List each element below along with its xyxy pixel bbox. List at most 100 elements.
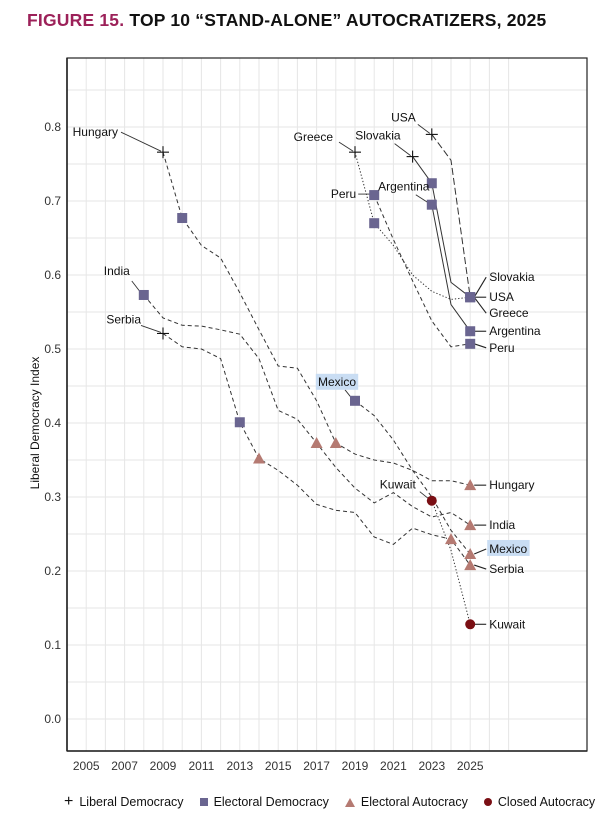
cross-marker-icon: +: [64, 793, 74, 810]
series-labels: Hungary Hungary India India Serbia Serbia Mexi…: [73, 110, 541, 631]
marker-india-square: [138, 289, 149, 300]
legend-label: Liberal Democracy: [79, 795, 184, 809]
leader-end-mexico: [473, 548, 487, 555]
x-tick-label: 2017: [303, 759, 330, 773]
marker-india-triangle: [310, 436, 323, 448]
square-marker-icon: [199, 798, 208, 806]
line-usa: [431, 134, 471, 298]
marker-serbia-triangle: [253, 452, 265, 464]
x-tick-label: 2025: [457, 759, 484, 773]
marker-hungary-cross: [157, 146, 169, 159]
series-start-label-argentina: Argentina: [378, 180, 430, 194]
y-tick-label: 0.6: [44, 268, 61, 282]
y-tick-label: 0.0: [44, 712, 61, 726]
series-start-label-slovakia: Slovakia: [355, 129, 401, 143]
legend: + Liberal Democracy Electoral Democracy …: [64, 793, 596, 810]
marker-mexico-triangle: [464, 547, 477, 559]
marker-kuwait-circle: [465, 619, 476, 630]
circle-marker-icon: [483, 798, 492, 806]
marker-serbia-triangle: [464, 559, 477, 571]
series-start-label-peru: Peru: [331, 187, 356, 201]
legend-item-electoral-autocracy: Electoral Autocracy: [344, 795, 468, 809]
marker-peru-square: [369, 190, 380, 201]
y-tick-label: 0.4: [44, 416, 61, 430]
leader-end-peru: [474, 343, 487, 349]
leader-start-hungary: [120, 131, 162, 152]
marker-greece-square: [369, 218, 380, 229]
marker-mexico-square: [350, 395, 360, 406]
series-end-label-peru: Peru: [489, 341, 514, 355]
axes: 0.0 0.1 0.2 0.3 0.4 0.5 0.6 0.7 0.8 2005 2007 2009 2…: [44, 57, 588, 773]
leader-end-greece: [473, 296, 487, 314]
x-tick-label: 2007: [111, 759, 138, 773]
marker-kuwait-circle: [426, 495, 437, 506]
marker-slovakia-square: [426, 178, 437, 189]
series-start-label-india: India: [104, 264, 130, 278]
series-start-label-mexico: Mexico: [318, 375, 356, 389]
x-tick-label: 2011: [188, 759, 214, 773]
series-start-label-usa: USA: [391, 110, 416, 124]
line-serbia: [162, 333, 471, 566]
y-tick-label: 0.7: [44, 194, 61, 208]
line-mexico: [354, 400, 471, 555]
x-tick-label: 2005: [73, 759, 100, 773]
series-end-label-usa: USA: [489, 290, 514, 304]
label-highlight-mexico: [315, 373, 359, 390]
series-end-label-serbia: Serbia: [489, 562, 524, 576]
marker-serbia-square: [234, 417, 245, 428]
marker-hungary-square: [177, 213, 188, 224]
leader-start-greece: [338, 141, 354, 152]
marker-hungary-triangle: [464, 479, 477, 491]
series-end-label-slovakia: Slovakia: [489, 270, 535, 284]
line-india: [143, 294, 471, 526]
y-axis-label: Liberal Democracy Index: [28, 357, 42, 490]
marker-serbia-triangle: [445, 533, 457, 545]
series-end-label-argentina: Argentina: [489, 324, 541, 338]
series-end-label-kuwait: Kuwait: [489, 617, 526, 631]
y-tick-label: 0.1: [44, 638, 61, 652]
x-tick-label: 2023: [418, 759, 445, 773]
legend-label: Electoral Autocracy: [360, 795, 468, 809]
legend-item-liberal-democracy: + Liberal Democracy: [64, 793, 184, 810]
line-argentina: [431, 204, 471, 332]
marker-serbia-cross: [157, 327, 169, 340]
leader-end-slovakia: [473, 276, 487, 298]
legend-label: Electoral Democracy: [213, 795, 329, 809]
y-tick-label: 0.8: [44, 120, 61, 134]
marker-usa-square: [465, 292, 476, 303]
leader-end-serbia: [474, 564, 487, 570]
x-tick-label: 2015: [265, 759, 292, 773]
marker-argentina-square: [426, 199, 437, 210]
series-end-label-greece: Greece: [489, 306, 529, 320]
marker-india-triangle: [464, 519, 477, 531]
series-start-label-greece: Greece: [294, 130, 334, 144]
leader-start-serbia: [140, 325, 162, 333]
title-text: TOP 10 “STAND-ALONE” AUTOCRATIZERS, 2025: [129, 10, 547, 30]
y-tick-label: 0.2: [44, 564, 61, 578]
marker-slovakia-cross: [406, 150, 419, 163]
line-peru: [373, 194, 471, 348]
series-lines: [143, 134, 471, 625]
series-end-label-india: India: [489, 518, 515, 532]
legend-item-closed-autocracy: Closed Autocracy: [483, 795, 596, 809]
leader-start-slovakia: [394, 143, 411, 156]
label-leaders: [120, 124, 487, 625]
x-tick-label: 2009: [150, 759, 177, 773]
line-slovakia: [412, 156, 471, 298]
y-tick-label: 0.3: [44, 490, 61, 504]
marker-peru-square: [465, 338, 476, 349]
line-kuwait: [431, 500, 471, 625]
legend-label: Closed Autocracy: [497, 795, 596, 809]
series-start-label-kuwait: Kuwait: [380, 478, 417, 492]
marker-usa-cross: [425, 128, 438, 141]
marker-argentina-square: [465, 326, 476, 337]
x-tick-label: 2019: [342, 759, 369, 773]
legend-item-electoral-democracy: Electoral Democracy: [199, 795, 329, 809]
x-tick-label: 2013: [226, 759, 253, 773]
line-hungary: [162, 152, 471, 486]
marker-greece-cross: [349, 146, 361, 159]
x-tick-label: 2021: [380, 759, 407, 773]
series-markers: [138, 128, 477, 630]
figure-label: FIGURE 15.: [27, 10, 125, 30]
label-highlight-end-mexico: [487, 539, 530, 556]
